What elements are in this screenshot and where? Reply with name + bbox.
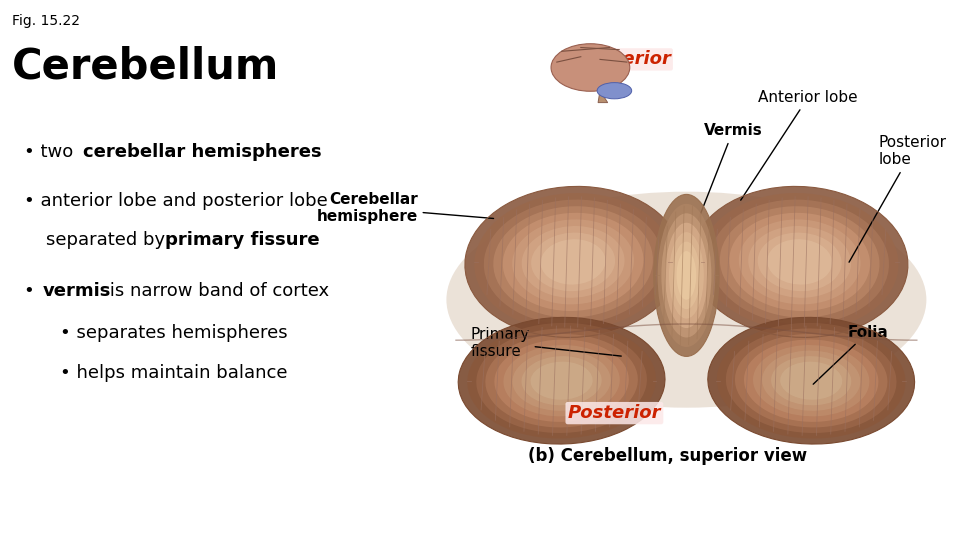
Text: Anterior lobe: Anterior lobe [741, 90, 858, 200]
Text: cerebellar hemispheres: cerebellar hemispheres [83, 143, 322, 161]
Text: Fig. 15.22: Fig. 15.22 [12, 14, 80, 28]
Ellipse shape [661, 213, 711, 338]
Ellipse shape [726, 328, 897, 433]
Ellipse shape [730, 213, 870, 311]
Text: •: • [24, 282, 40, 300]
Text: • two: • two [24, 143, 79, 161]
Text: is narrow band of cortex: is narrow band of cortex [104, 282, 329, 300]
Ellipse shape [762, 350, 860, 411]
Ellipse shape [739, 219, 860, 305]
Text: Posterior
lobe: Posterior lobe [849, 135, 947, 262]
Ellipse shape [720, 206, 879, 318]
Text: (b) Cerebellum, superior view: (b) Cerebellum, superior view [528, 447, 806, 465]
Text: Cerebellar
hemisphere: Cerebellar hemisphere [317, 192, 493, 224]
Ellipse shape [669, 232, 704, 319]
Ellipse shape [503, 345, 620, 416]
Ellipse shape [665, 222, 708, 328]
Ellipse shape [748, 226, 852, 298]
Ellipse shape [597, 83, 632, 99]
Ellipse shape [446, 192, 926, 408]
Ellipse shape [494, 340, 629, 422]
Ellipse shape [493, 206, 653, 318]
Ellipse shape [484, 200, 662, 324]
Ellipse shape [744, 340, 878, 422]
Ellipse shape [551, 44, 630, 91]
Ellipse shape [708, 318, 915, 444]
Ellipse shape [658, 204, 715, 347]
Ellipse shape [757, 233, 842, 291]
Ellipse shape [654, 194, 719, 356]
Text: vermis: vermis [43, 282, 111, 300]
Ellipse shape [540, 239, 606, 285]
Ellipse shape [486, 334, 637, 428]
Ellipse shape [735, 334, 887, 428]
Ellipse shape [531, 233, 615, 291]
Ellipse shape [521, 226, 625, 298]
Text: Anterior: Anterior [587, 50, 671, 69]
Text: • helps maintain balance: • helps maintain balance [60, 364, 287, 382]
Ellipse shape [468, 323, 656, 438]
Ellipse shape [753, 345, 870, 416]
Ellipse shape [513, 350, 611, 411]
Ellipse shape [476, 328, 647, 433]
Ellipse shape [521, 356, 602, 405]
Ellipse shape [465, 186, 682, 338]
Text: Posterior: Posterior [567, 404, 661, 422]
Ellipse shape [503, 213, 643, 311]
Ellipse shape [513, 219, 634, 305]
Text: • anterior lobe and posterior lobe: • anterior lobe and posterior lobe [24, 192, 327, 210]
Ellipse shape [677, 251, 696, 300]
Ellipse shape [458, 318, 665, 444]
Text: • separates hemispheres: • separates hemispheres [60, 324, 287, 342]
Ellipse shape [531, 362, 592, 400]
Ellipse shape [767, 239, 832, 285]
Text: primary fissure: primary fissure [165, 231, 320, 249]
Ellipse shape [771, 356, 852, 405]
Ellipse shape [780, 362, 842, 400]
Ellipse shape [474, 193, 672, 331]
Ellipse shape [717, 323, 905, 438]
Ellipse shape [691, 186, 908, 338]
Ellipse shape [710, 200, 889, 324]
Ellipse shape [701, 193, 899, 331]
PathPatch shape [598, 91, 608, 103]
Text: Vermis: Vermis [692, 123, 762, 235]
Text: Folia: Folia [813, 325, 888, 384]
Ellipse shape [673, 241, 700, 309]
Text: separated by: separated by [46, 231, 171, 249]
Text: Primary
fissure: Primary fissure [470, 327, 621, 359]
Text: Cerebellum: Cerebellum [12, 46, 278, 88]
